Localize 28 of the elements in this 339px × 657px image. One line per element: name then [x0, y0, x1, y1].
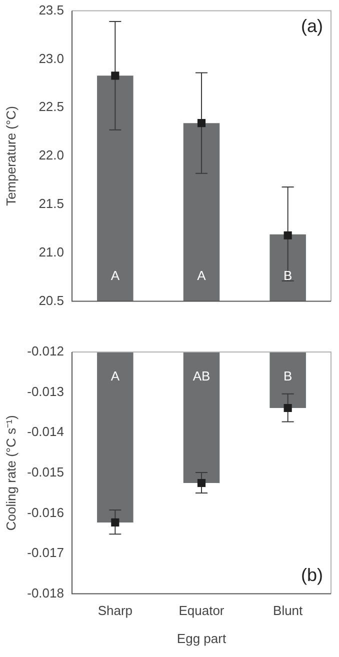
annotation: A [197, 268, 206, 283]
y-tick-label: -0.015 [27, 464, 64, 480]
y-tick-label: -0.012 [27, 344, 64, 359]
y-tick-label: -0.018 [27, 585, 64, 600]
annotation: (a) [301, 16, 323, 36]
annotation: B [283, 268, 292, 283]
y-tick-label: 22.5 [38, 99, 64, 114]
annotation: AB [192, 368, 210, 384]
annotation: B [283, 368, 292, 384]
y-tick-label: 21.5 [38, 196, 64, 211]
y-tick-label: 20.5 [38, 292, 64, 308]
y-axis-title: Temperature (°C) [3, 106, 18, 206]
annotation: A [110, 268, 120, 283]
y-tick-label: 22.0 [38, 148, 64, 163]
y-tick-label: -0.016 [27, 504, 64, 520]
y-tick-label: -0.013 [27, 384, 64, 399]
annotation: (b) [301, 564, 323, 585]
y-tick-label: 21.0 [38, 244, 64, 260]
y-tick-label: 23.5 [38, 2, 64, 18]
y-tick-label: 23.0 [38, 50, 64, 66]
annotation: A [110, 368, 120, 384]
x-tick-label: Blunt [273, 603, 304, 618]
y-tick-label: -0.014 [27, 424, 64, 440]
y-tick-label: -0.017 [27, 545, 64, 560]
x-axis-title: Egg part [176, 630, 226, 646]
x-tick-label: Sharp [98, 603, 133, 618]
y-axis-title: Cooling rate (°C s⁻¹) [3, 415, 18, 531]
x-tick-label: Equator [178, 603, 225, 618]
